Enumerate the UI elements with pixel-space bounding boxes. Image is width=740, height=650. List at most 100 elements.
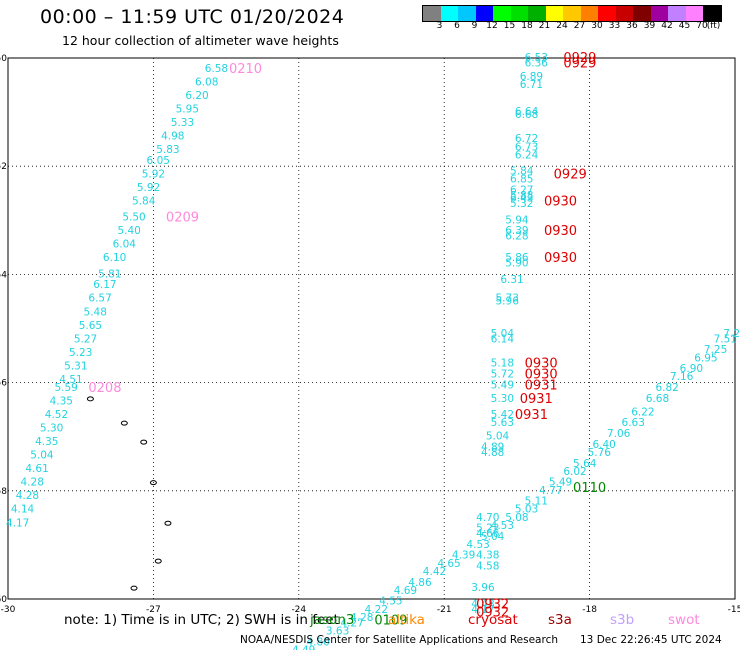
wave-height-label: 5.92 (142, 168, 165, 180)
wave-height-label: 6.22 (631, 406, 654, 418)
pass-time-label: 0210 (229, 62, 262, 77)
wave-height-label: 6.71 (520, 79, 543, 91)
scale-swatch (563, 6, 581, 21)
wave-height-label: 4.98 (161, 130, 184, 142)
pass-time-label: 0930 (525, 367, 558, 382)
wave-height-label: 5.04 (481, 531, 505, 543)
wave-height-label: 5.73 (496, 293, 519, 305)
scale-swatch (633, 6, 651, 21)
color-scale-labels: 3 6 9 12 15 18 21 24 27 30 33 36 39 42 45 70 (ft) (422, 21, 740, 33)
scale-swatch (475, 6, 493, 21)
wave-height-label: 4.28 (16, 490, 39, 502)
scale-label: 70 (696, 21, 708, 31)
scale-swatch (598, 6, 616, 21)
wave-height-label: 5.04 (486, 431, 510, 443)
wave-height-label: 6.31 (500, 274, 523, 286)
wave-height-label: 5.42 (491, 409, 514, 421)
scale-swatch (668, 6, 686, 21)
wave-height-label: 4.69 (394, 585, 417, 597)
scale-swatch (545, 6, 563, 21)
wave-height-label: 6.39 (505, 225, 528, 237)
wave-height-label: 5.96 (496, 295, 520, 307)
wave-height-label: 5.50 (122, 212, 145, 224)
wave-height-label: 5.72 (491, 368, 514, 380)
wave-height-label: 5.04 (491, 328, 515, 340)
wave-height-label: 4.38 (476, 550, 499, 562)
pass-time-label: 0929 (563, 51, 596, 66)
scale-swatch (528, 6, 546, 21)
wave-height-label: 5.32 (510, 198, 533, 210)
pass-time-label: 0109 (374, 614, 407, 629)
x-tick-label: -15 (728, 605, 740, 615)
scale-label: 30 (591, 21, 603, 31)
legend-item: s3a (548, 612, 572, 628)
scale-label: 12 (486, 21, 498, 31)
legend-item: altika (388, 612, 425, 628)
y-tick-label: -56 (0, 379, 7, 389)
scale-swatch (458, 6, 476, 21)
x-tick-label: -21 (437, 605, 452, 615)
wave-height-label: 6.17 (93, 279, 116, 291)
wave-height-label: 4.58 (476, 561, 499, 573)
wave-height-label: 5.18 (491, 358, 514, 370)
wave-height-label: 6.43 (510, 193, 533, 205)
scale-swatch (493, 6, 511, 21)
island-outline (86, 396, 94, 402)
wave-height-label: 6.24 (515, 149, 539, 161)
map-title: 00:00 – 11:59 UTC 01/20/2024 (40, 6, 345, 28)
wave-height-label: 7.27 (723, 328, 740, 340)
wave-height-label: 5.04 (30, 450, 54, 462)
wave-height-label: 4.49 (292, 644, 315, 650)
legend-item: s3b (610, 612, 635, 628)
wave-height-label: 5.84 (132, 195, 156, 207)
wave-height-label: 5.31 (64, 360, 87, 372)
pass-time-label: 0929 (563, 56, 596, 71)
wave-height-label: 4.86 (408, 577, 432, 589)
wave-height-label: 5.83 (156, 144, 179, 156)
y-tick-label: -52 (0, 162, 7, 172)
legend-item: swot (668, 612, 700, 628)
wave-height-label: 5.33 (171, 117, 194, 129)
wave-height-label: 6.20 (185, 90, 208, 102)
scale-swatch (685, 6, 703, 21)
wave-height-label: 5.94 (505, 214, 529, 226)
wave-height-label: 4.53 (466, 539, 489, 551)
pass-time-label: 0932 (476, 606, 509, 621)
y-tick-label: -60 (0, 595, 7, 605)
wave-height-label: 5.08 (505, 512, 528, 524)
wave-height-label: 6.05 (147, 155, 170, 167)
scale-label: 15 (503, 21, 516, 31)
wave-height-label: 4.77 (539, 485, 562, 497)
wave-height-label: 5.30 (491, 393, 514, 405)
pass-time-label: 0929 (554, 167, 587, 182)
wave-height-label: 4.89 (481, 442, 504, 454)
wave-height-label: 4.48 (471, 598, 494, 610)
scale-label: (ft) (706, 21, 721, 31)
wave-height-label: 4.53 (491, 520, 514, 532)
x-tick-label: -24 (291, 605, 306, 615)
wave-height-label: 7.25 (704, 344, 727, 356)
legend-item: cryosat (468, 612, 518, 628)
wave-height-label: 5.30 (40, 423, 63, 435)
scale-label: 24 (556, 21, 568, 31)
wave-height-label: 4.22 (365, 604, 388, 616)
x-tick-label: -30 (1, 605, 16, 615)
scale-label: 9 (471, 21, 478, 31)
wave-height-label: 6.40 (592, 439, 615, 451)
wave-height-label: 6.02 (563, 466, 586, 478)
map-subtitle: 12 hour collection of altimeter wave hei… (62, 33, 339, 48)
wave-height-label: 4.51 (59, 374, 82, 386)
pass-time-label: 0930 (525, 357, 558, 372)
pass-time-label: 0110 (573, 481, 606, 496)
wave-height-label: 6.89 (520, 71, 543, 83)
wave-height-label: 6.68 (646, 393, 669, 405)
scale-swatch (615, 6, 633, 21)
wave-height-label: 4.55 (379, 596, 402, 608)
island-outline (130, 585, 138, 591)
map-frame (7, 57, 736, 600)
wave-height-label: 4.65 (437, 558, 460, 570)
island-outline (154, 558, 162, 564)
wave-height-label: 5.23 (69, 347, 92, 359)
wave-height-label: 6.36 (525, 57, 549, 69)
